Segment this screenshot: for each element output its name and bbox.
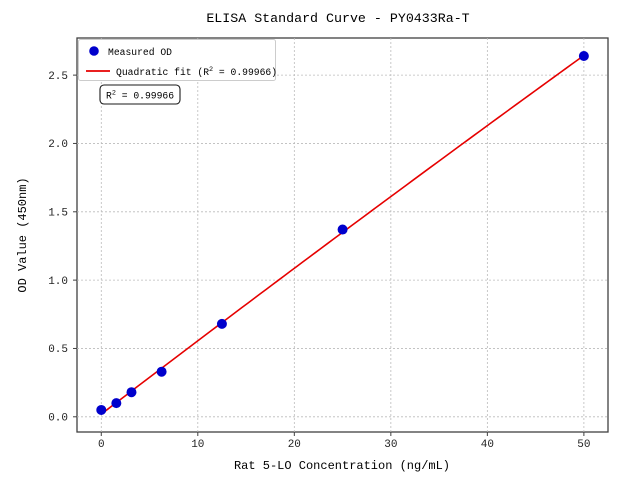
svg-text:2.0: 2.0 [48, 139, 68, 151]
svg-text:2.5: 2.5 [48, 71, 68, 83]
svg-text:20: 20 [288, 439, 301, 451]
svg-text:OD Value (450nm): OD Value (450nm) [16, 177, 30, 292]
svg-text:0.5: 0.5 [48, 344, 68, 356]
svg-text:Rat 5-LO Concentration (ng/mL): Rat 5-LO Concentration (ng/mL) [234, 459, 450, 473]
svg-text:1.0: 1.0 [48, 276, 68, 288]
svg-text:10: 10 [191, 439, 204, 451]
svg-text:40: 40 [481, 439, 494, 451]
svg-text:Quadratic fit (R2 = 0.99966): Quadratic fit (R2 = 0.99966) [116, 66, 277, 78]
svg-text:0: 0 [98, 439, 105, 451]
svg-text:R2 = 0.99966: R2 = 0.99966 [106, 90, 174, 102]
svg-text:30: 30 [384, 439, 397, 451]
svg-text:1.5: 1.5 [48, 208, 68, 220]
svg-text:ELISA Standard Curve - PY0433R: ELISA Standard Curve - PY0433Ra-T [206, 11, 469, 26]
svg-text:Measured OD: Measured OD [108, 47, 172, 58]
svg-text:0.0: 0.0 [48, 413, 68, 425]
svg-text:50: 50 [577, 439, 590, 451]
